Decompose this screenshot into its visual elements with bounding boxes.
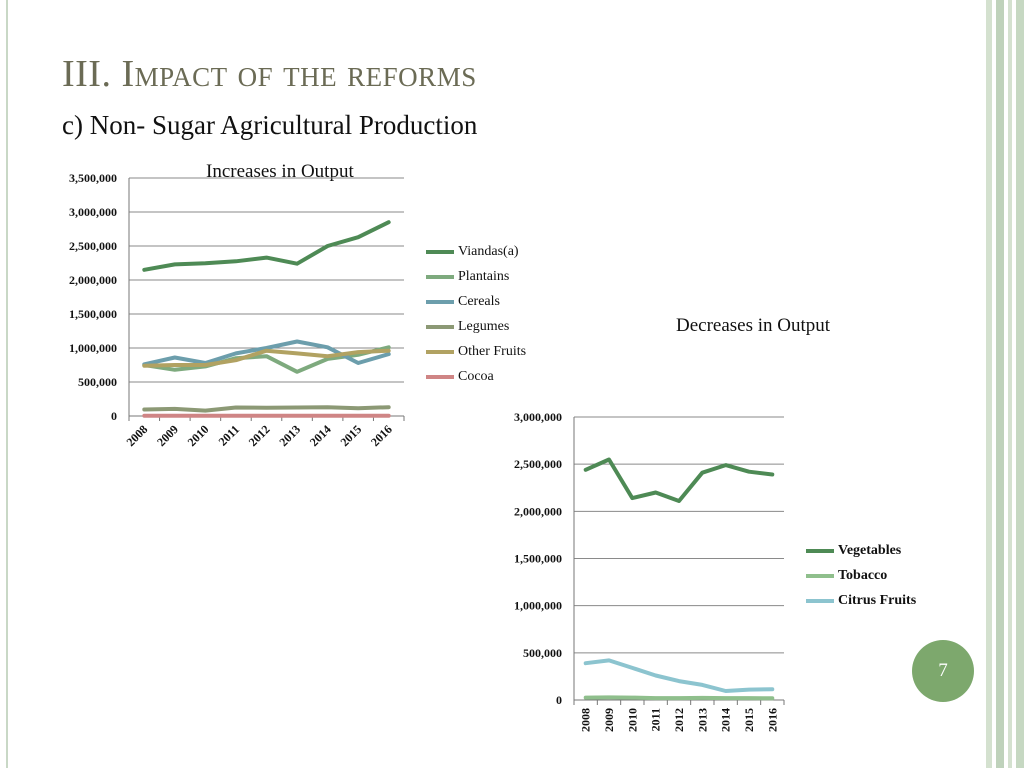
chart1-legend-label: Other Fruits [458,343,527,359]
title-rest: mpact of the reforms [134,53,477,95]
chart2-xtick-label: 2009 [602,708,616,732]
chart1-legend-label: Viandas(a) [458,243,519,259]
chart1-legend-swatch [426,274,454,279]
chart1-xtick-label: 2016 [368,422,395,449]
chart1-legend-item: Plantains [426,264,526,289]
chart1-xtick-label: 2015 [337,422,364,449]
chart2-ytick-label: 1,500,000 [514,552,562,566]
chart1-title: Increases in Output [206,161,354,182]
chart1-legend-swatch [426,299,454,304]
chart1-ytick-label: 2,500,000 [69,239,117,253]
chart2-legend-item: Tobacco [806,563,916,588]
chart2-ytick-label: 0 [556,693,562,707]
chart1-ytick-label: 2,000,000 [69,273,117,287]
chart2-ytick-label: 500,000 [523,646,562,660]
chart2-legend-label: Citrus Fruits [838,592,917,608]
chart1-xtick-label: 2011 [216,422,242,448]
chart1-legend-label: Cereals [458,293,500,309]
chart1-xtick-label: 2010 [185,422,212,449]
chart1-legend-item: Cereals [426,289,526,314]
chart2-xtick-label: 2015 [742,708,756,732]
chart1-xtick-label: 2008 [124,422,151,449]
chart2-legend-item: Citrus Fruits [806,588,916,613]
chart2-xtick-label: 2013 [695,708,709,732]
chart2-legend-swatch [806,548,834,553]
chart1-legend: Viandas(a) Plantains Cereals Legumes Other F… [426,239,526,389]
chart1-legend-item: Legumes [426,314,526,339]
chart1-series-viandas-a [142,220,391,272]
chart1-series-plantains [142,345,391,374]
chart2-ytick-label: 2,500,000 [514,457,562,471]
chart1-legend-label: Plantains [458,268,510,284]
chart1-legend-swatch [426,374,454,379]
chart1-xtick-label: 2012 [246,422,273,449]
chart1-xtick-label: 2014 [307,422,334,449]
chart2-legend: Vegetables Tobacco Citrus Fruits [806,538,916,613]
chart1-legend-item: Cocoa [426,364,526,389]
chart2-legend-item: Vegetables [806,538,916,563]
chart1-legend-swatch [426,249,454,254]
chart2-legend-label: Tobacco [838,567,888,583]
chart1-ytick-label: 3,500,000 [69,171,117,185]
chart1-ytick-label: 500,000 [78,375,117,389]
chart1-ytick-label: 3,000,000 [69,205,117,219]
chart2-ytick-label: 3,000,000 [514,410,562,424]
slide-title: III. Impact of the reforms [62,52,477,96]
chart2-ytick-label: 1,000,000 [514,599,562,613]
chart2-legend-swatch [806,598,834,603]
chart1-ytick-label: 1,000,000 [69,341,117,355]
chart2-legend-label: Vegetables [838,542,902,558]
chart1-series-cereals [142,339,391,367]
chart2-series-tobacco [583,695,775,701]
chart2-legend-swatch [806,573,834,578]
chart1-xtick-label: 2009 [154,422,181,449]
chart2-xtick-label: 2008 [579,708,593,732]
title-lead: III. I [62,53,135,95]
chart1-xtick-label: 2013 [276,422,303,449]
chart2-xtick-label: 2016 [765,708,779,732]
page-number-badge: 7 [912,640,974,702]
chart1-series-legumes [142,405,391,413]
chart1-legend-swatch [426,349,454,354]
chart1-ytick-label: 1,500,000 [69,307,117,321]
chart2-ytick-label: 2,000,000 [514,504,562,518]
chart1-legend-label: Legumes [458,318,510,334]
chart1-ytick-label: 0 [111,409,117,423]
chart1-legend-item: Other Fruits [426,339,526,364]
chart2-xtick-label: 2010 [625,708,639,732]
chart2-xtick-label: 2011 [649,708,663,731]
slide-subtitle: c) Non- Sugar Agricultural Production [62,110,478,140]
chart1-legend-item: Viandas(a) [426,239,526,264]
slide-decoration-bars [984,0,1024,768]
slide-frame-left [6,0,8,768]
chart1-legend-label: Cocoa [458,368,494,384]
chart1-legend-swatch [426,324,454,329]
chart2-xtick-label: 2012 [672,708,686,732]
chart2-series-citrus-fruits [583,658,775,693]
chart2-title: Decreases in Output [676,315,831,336]
chart2-series-vegetables [583,457,775,503]
chart2-xtick-label: 2014 [719,708,733,732]
chart1-series-other-fruits [142,348,391,368]
